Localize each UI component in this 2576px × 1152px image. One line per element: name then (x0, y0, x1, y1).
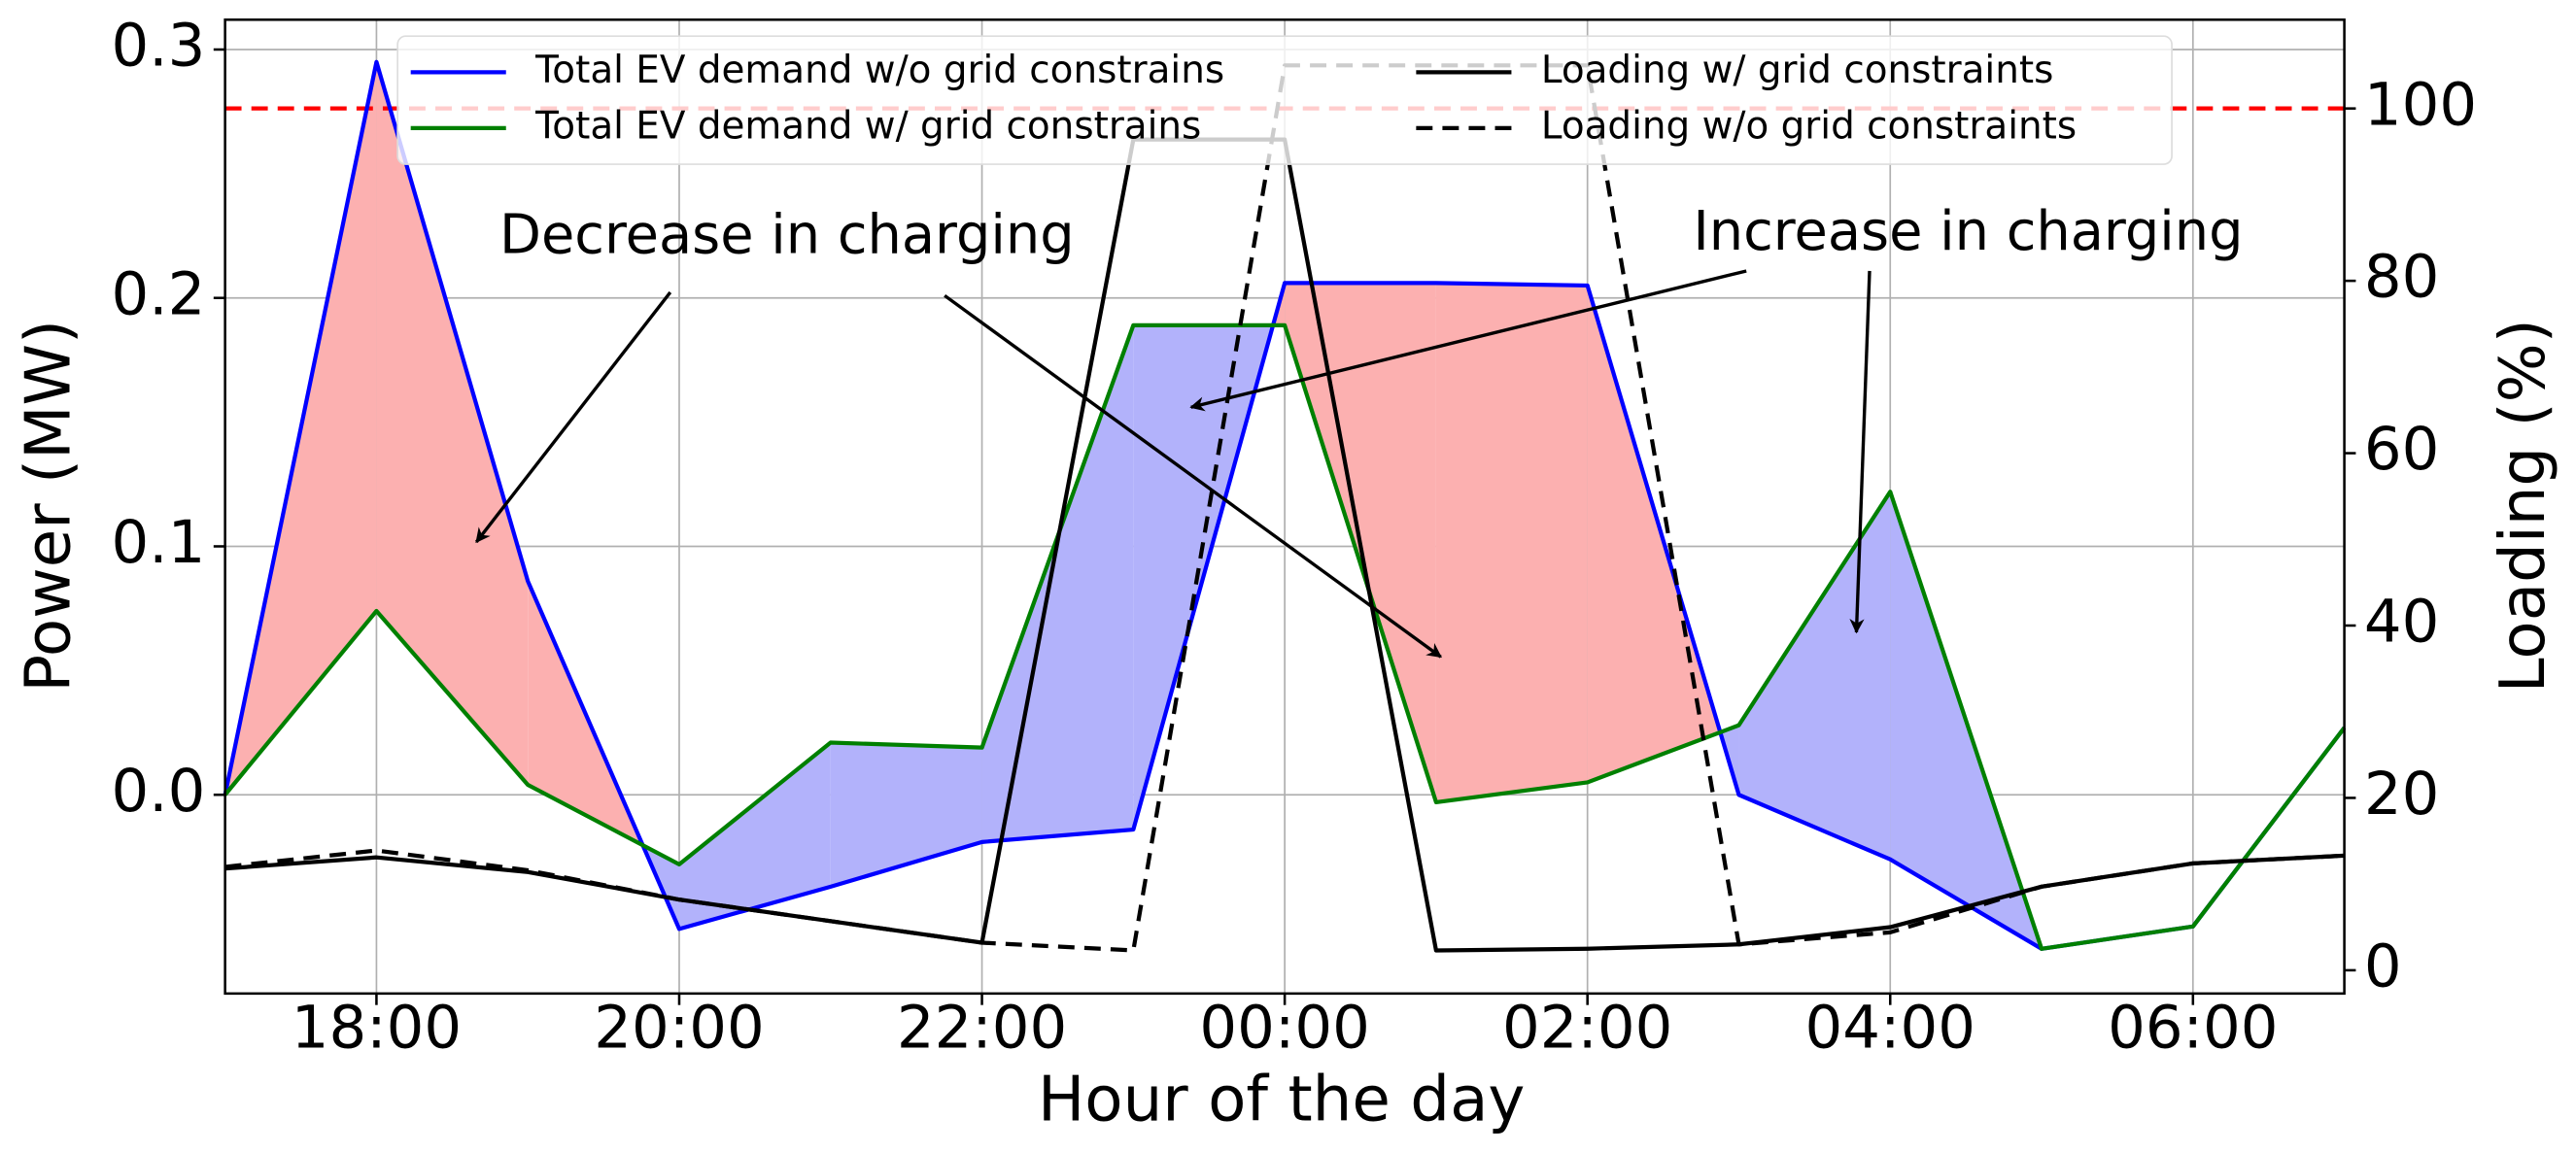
x-tick-label: 20:00 (594, 994, 764, 1062)
x-tick-label: 02:00 (1502, 994, 1672, 1062)
fill-between (1587, 285, 1721, 783)
axes: 18:00 20:00 22:00 00:00 02:00 04:00 06:00 0.0 0.… (112, 13, 2477, 1063)
legend-label: Loading w/ grid constraints (1541, 49, 2054, 92)
legend: Total EV demand w/o grid constrains Total… (396, 35, 2173, 165)
y2-tick-label: 40 (2364, 589, 2439, 657)
fill-between (830, 742, 982, 887)
y-tick-label: 0.3 (112, 13, 206, 81)
y2-tick-label: 100 (2364, 71, 2477, 139)
y-tick-label: 0.0 (112, 758, 206, 826)
annotation: Decrease in charging (499, 203, 1075, 266)
x-axis-label: Hour of the day (1038, 1064, 1525, 1136)
series-line (223, 322, 2347, 951)
fill-between (1133, 324, 1274, 830)
y-axis-label: Power (MW) (13, 320, 86, 693)
x-tick-label: 04:00 (1805, 994, 1975, 1062)
arrow (1849, 270, 1872, 634)
x-tick-label: 00:00 (1199, 994, 1369, 1062)
fill-between (1435, 283, 1588, 802)
arrow (1189, 269, 1747, 412)
legend-label: Loading w/o grid constraints (1541, 104, 2077, 148)
fill-between (376, 61, 529, 786)
y2-tick-label: 20 (2364, 761, 2439, 829)
y2-axis-label: Loading (%) (2487, 319, 2559, 693)
y-tick-label: 0.2 (112, 260, 206, 328)
annotations: Decrease in charging Increase in chargin… (474, 200, 2244, 659)
series-line (223, 59, 2347, 951)
arrow (944, 293, 1442, 659)
x-tick-label: 18:00 (292, 994, 462, 1062)
annotation: Increase in charging (1693, 200, 2243, 263)
fill-between (981, 324, 1134, 842)
y2-tick-label: 80 (2364, 244, 2439, 312)
x-tick-label: 22:00 (897, 994, 1067, 1062)
y2-tick-label: 0 (2364, 932, 2402, 1000)
x-tick-label: 06:00 (2108, 994, 2278, 1062)
fill-between (678, 742, 831, 930)
legend-label: Total EV demand w/o grid constrains (534, 49, 1224, 92)
y2-tick-label: 60 (2364, 416, 2439, 484)
fill-between (1738, 491, 1891, 860)
legend-label: Total EV demand w/ grid constrains (534, 104, 1201, 148)
legend-box (396, 35, 2173, 165)
y-tick-label: 0.1 (112, 509, 206, 577)
arrow (474, 290, 672, 544)
